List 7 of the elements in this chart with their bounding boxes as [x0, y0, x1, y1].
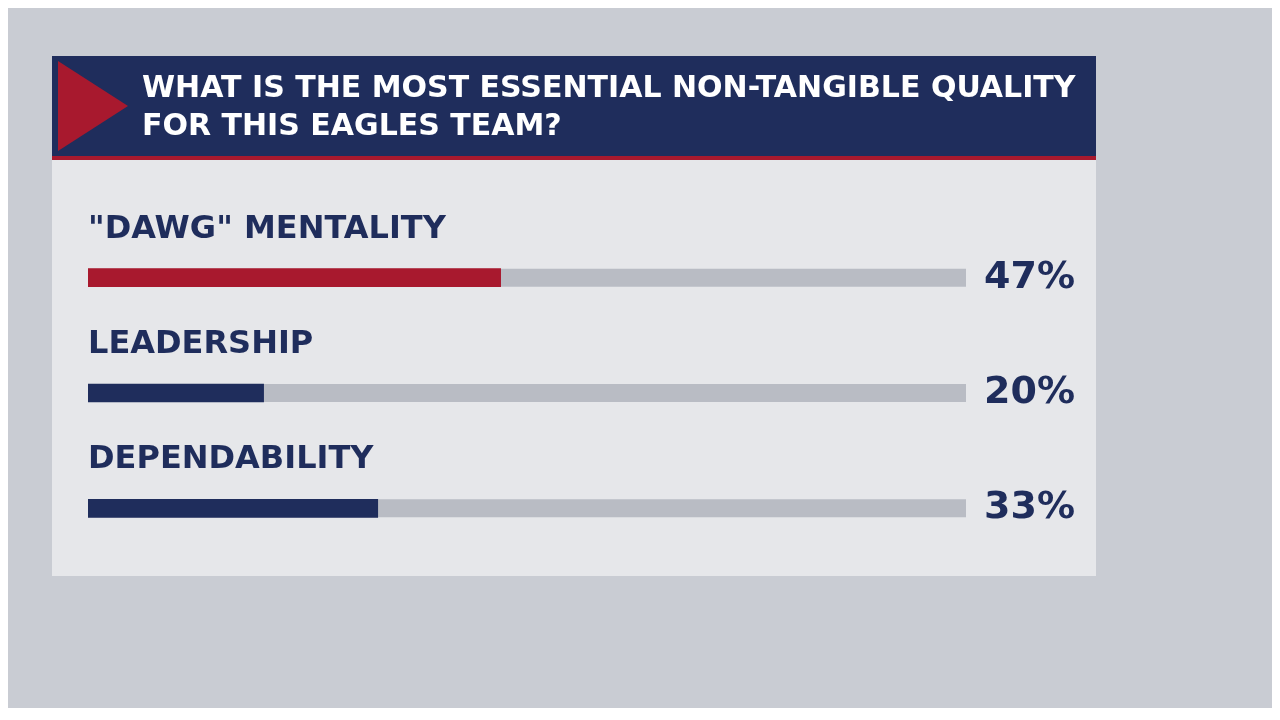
- y-tick-label: "DAWG" MENTALITY: [88, 207, 447, 246]
- chart-title: WHAT IS THE MOST ESSENTIAL NON-TANGIBLE QUALITY FOR THIS EAGLES TEAM?: [142, 68, 1077, 144]
- y-tick-label: LEADERSHIP: [88, 323, 314, 361]
- y-tick-label: DEPENDABILITY: [88, 438, 375, 477]
- data-label: 47%: [984, 252, 1075, 297]
- data-label: 33%: [984, 483, 1075, 528]
- data-label: 20%: [984, 367, 1075, 412]
